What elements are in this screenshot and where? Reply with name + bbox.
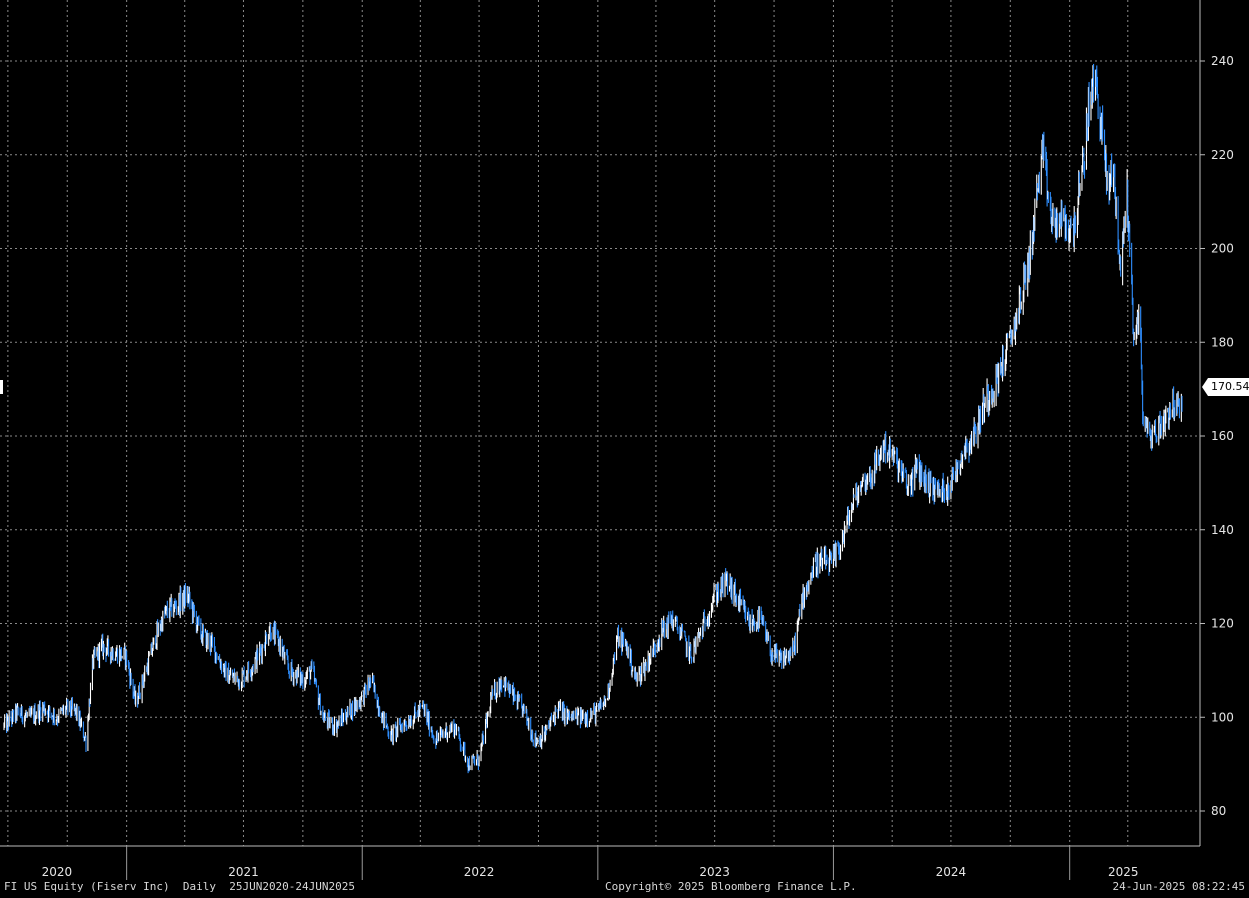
y-tick-label: 120 xyxy=(1211,617,1234,631)
x-year-label: 2024 xyxy=(936,865,967,879)
x-axis: 2020 2021 2022 2023 2024 2025 xyxy=(0,845,1200,880)
last-price-badge: 170.54 xyxy=(1202,377,1249,396)
y-tick-label: 160 xyxy=(1211,429,1234,443)
y-tick-label: 240 xyxy=(1211,54,1234,68)
y-tick-label: 140 xyxy=(1211,523,1234,537)
grid xyxy=(0,0,1200,846)
y-tick-label: 80 xyxy=(1211,804,1226,818)
x-year-label: 2025 xyxy=(1108,865,1139,879)
copyright-text: Copyright© 2025 Bloomberg Finance L.P. xyxy=(605,880,857,893)
y-axis: 80 100 120 140 160 180 200 220 240 xyxy=(1199,0,1234,846)
footer-security-info: FI US Equity (Fiserv Inc) Daily 25JUN202… xyxy=(4,880,355,898)
x-year-label: 2022 xyxy=(464,865,495,879)
left-edge-marker xyxy=(0,379,3,394)
security-name: FI US Equity (Fiserv Inc) xyxy=(4,880,170,893)
y-tick-label: 220 xyxy=(1211,148,1234,162)
x-year-label: 2020 xyxy=(42,865,73,879)
date-range: 25JUN2020-24JUN2025 xyxy=(229,880,356,893)
price-bars xyxy=(3,63,1183,774)
timestamp: 24-Jun-2025 08:22:45 xyxy=(1112,880,1245,893)
frequency-label: Daily xyxy=(182,880,216,893)
x-year-label: 2023 xyxy=(699,865,730,879)
x-year-label: 2021 xyxy=(228,865,259,879)
y-tick-label: 180 xyxy=(1211,335,1234,349)
y-tick-label: 100 xyxy=(1211,710,1234,724)
y-tick-label: 200 xyxy=(1211,242,1234,256)
